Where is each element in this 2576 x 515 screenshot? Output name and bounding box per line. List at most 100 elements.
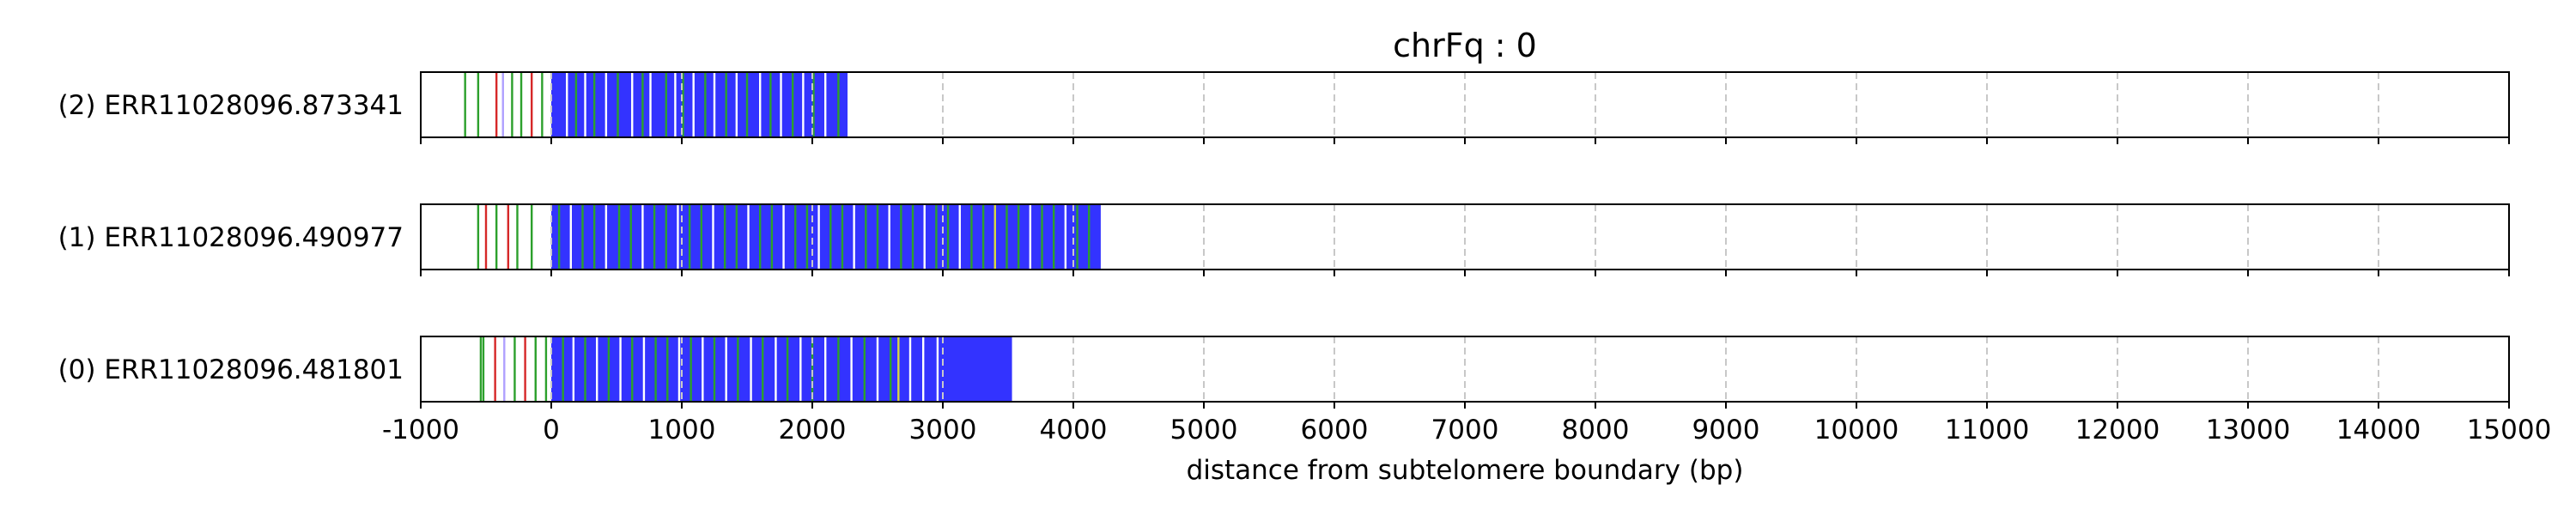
read-mark bbox=[923, 204, 926, 270]
read-mark bbox=[900, 204, 902, 270]
read-mark bbox=[531, 204, 533, 270]
read-mark bbox=[677, 204, 679, 270]
read-mark bbox=[1064, 204, 1067, 270]
read-mark bbox=[829, 204, 832, 270]
read-mark bbox=[735, 72, 738, 137]
read-mark bbox=[865, 204, 867, 270]
read-mark bbox=[519, 72, 523, 137]
read-mark bbox=[619, 336, 622, 402]
repeat-block bbox=[551, 72, 848, 137]
read-mark bbox=[712, 204, 714, 270]
read-mark bbox=[737, 336, 739, 402]
read-mark bbox=[617, 72, 619, 137]
read-mark bbox=[863, 336, 866, 402]
read-mark bbox=[607, 336, 611, 402]
read-mark bbox=[1017, 204, 1020, 270]
read-mark bbox=[713, 72, 716, 137]
read-mark bbox=[516, 204, 519, 270]
read-mark bbox=[723, 204, 726, 270]
x-tick-label: 13000 bbox=[2206, 415, 2291, 445]
read-mark bbox=[641, 72, 644, 137]
read-mark bbox=[970, 204, 973, 270]
read-mark bbox=[981, 204, 985, 270]
read-mark bbox=[747, 204, 750, 270]
read-mark bbox=[677, 336, 681, 402]
read-label: (1) ERR11028096.490977 bbox=[58, 222, 404, 253]
read-mark bbox=[495, 72, 498, 137]
read-mark bbox=[897, 336, 900, 402]
read-mark bbox=[888, 204, 890, 270]
read-mark bbox=[799, 336, 802, 402]
read-mark bbox=[511, 72, 513, 137]
read-mark bbox=[534, 336, 537, 402]
read-mark bbox=[654, 336, 657, 402]
read-mark bbox=[911, 204, 914, 270]
read-mark bbox=[946, 204, 950, 270]
read-mark bbox=[524, 336, 526, 402]
x-tick-label: 4000 bbox=[1040, 415, 1108, 445]
repeat-block bbox=[551, 336, 1012, 402]
read-mark bbox=[850, 336, 853, 402]
read-mark bbox=[802, 72, 805, 137]
x-tick-label: 12000 bbox=[2075, 415, 2160, 445]
x-tick-label: -1000 bbox=[382, 415, 459, 445]
read-mark bbox=[817, 204, 820, 270]
read-mark bbox=[993, 204, 996, 270]
read-mark bbox=[631, 336, 634, 402]
read-mark bbox=[890, 336, 892, 402]
read-mark bbox=[824, 336, 827, 402]
read-mark bbox=[584, 72, 586, 137]
read-mark bbox=[713, 336, 716, 402]
read-mark bbox=[700, 204, 702, 270]
x-tick-label: 10000 bbox=[1814, 415, 1899, 445]
read-mark bbox=[665, 72, 667, 137]
plot-layer: (2) ERR11028096.873341 (1) ERR11028096.49… bbox=[58, 71, 2551, 445]
read-mark bbox=[494, 336, 496, 402]
read-mark bbox=[574, 72, 578, 137]
read-mark bbox=[477, 72, 480, 137]
read-mark bbox=[569, 204, 572, 270]
read-mark bbox=[725, 72, 727, 137]
read-mark bbox=[775, 336, 777, 402]
read-mark bbox=[482, 336, 485, 402]
read-mark bbox=[641, 204, 644, 270]
read-mark bbox=[596, 336, 598, 402]
read-mark bbox=[876, 204, 879, 270]
read-mark bbox=[725, 336, 727, 402]
x-tick-label: 11000 bbox=[1945, 415, 2030, 445]
read-mark bbox=[503, 336, 506, 402]
read-mark bbox=[605, 72, 608, 137]
x-tick-label: 8000 bbox=[1562, 415, 1630, 445]
read-mark bbox=[759, 204, 762, 270]
read-mark bbox=[769, 72, 772, 137]
read-mark bbox=[750, 336, 752, 402]
read-mark bbox=[762, 336, 764, 402]
read-mark bbox=[922, 336, 925, 402]
x-axis-title: distance from subtelomere boundary (bp) bbox=[1187, 455, 1744, 486]
read-mark bbox=[507, 204, 510, 270]
read-mark bbox=[908, 336, 912, 402]
read-mark bbox=[666, 336, 669, 402]
read-mark bbox=[1088, 204, 1091, 270]
read-mark bbox=[936, 336, 939, 402]
read-label: (2) ERR11028096.873341 bbox=[58, 90, 404, 121]
read-mark bbox=[841, 204, 844, 270]
read-mark bbox=[1029, 204, 1032, 270]
read-mark bbox=[617, 204, 621, 270]
read-mark bbox=[631, 72, 634, 137]
read-mark bbox=[501, 72, 504, 137]
read-mark bbox=[484, 204, 488, 270]
read-mark bbox=[581, 204, 584, 270]
read-mark bbox=[735, 204, 738, 270]
read-mark bbox=[479, 336, 483, 402]
x-tick-label: 1000 bbox=[648, 415, 716, 445]
read-mark bbox=[541, 72, 544, 137]
x-tick-label: 14000 bbox=[2336, 415, 2421, 445]
read-mark bbox=[692, 72, 695, 137]
read-mark bbox=[513, 336, 516, 402]
read-mark bbox=[837, 336, 840, 402]
read-mark bbox=[853, 204, 855, 270]
read-mark bbox=[805, 204, 809, 270]
read-mark bbox=[1053, 204, 1055, 270]
read-mark bbox=[1005, 204, 1008, 270]
